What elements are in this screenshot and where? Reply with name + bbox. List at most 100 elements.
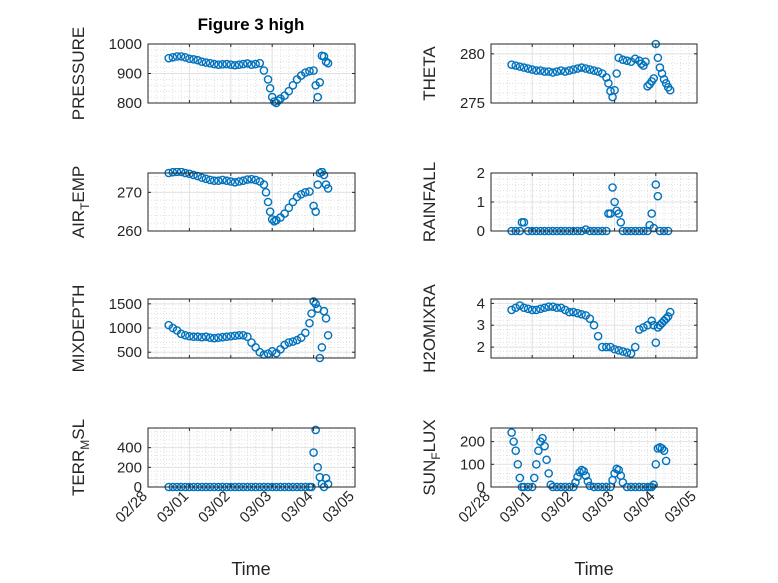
data-point [189,170,198,180]
data-point [606,342,615,352]
data-point [542,455,551,465]
data-point [534,446,543,455]
data-point [251,175,260,185]
data-point [647,316,656,326]
data-point [579,466,589,476]
y-axis-label: AIRTEMP [69,166,92,239]
data-point [515,62,525,71]
data-point [626,349,636,358]
data-point [519,303,529,313]
data-point [622,348,632,357]
data-point [659,446,669,455]
axes-box [490,43,698,104]
data-point [519,63,529,72]
data-point [193,332,202,342]
data-point [267,215,277,224]
x-tick-label: 03/05 [319,488,358,527]
data-point [569,307,578,317]
data-point [564,307,574,317]
data-point [523,304,533,314]
data-point [509,437,518,446]
x-tick-label: 03/02 [195,488,234,527]
y-label-part: AIR [69,210,88,238]
panel-terr-msl: 02/28 03/01 03/02 03/03 03/04 03/05 0 200 400 TER… [69,419,358,526]
data-point [305,66,314,76]
data-point [309,448,318,457]
x-tick-label: 03/01 [154,488,193,527]
data-point [597,342,607,352]
data-point [280,340,289,350]
data-point [593,67,603,76]
data-point [222,176,231,186]
data-point [577,309,586,319]
panel-sun-flux: 02/28 03/01 03/02 03/03 03/04 03/05 0 100 200 SUN… [420,419,700,526]
data-point [296,333,306,342]
data-point [618,55,628,65]
data-point [280,209,289,218]
data-point [168,323,178,333]
data-point [255,347,265,357]
x-tick-label: 03/01 [496,488,535,527]
data-point [247,60,256,69]
data-point [323,58,333,68]
data-point [577,63,586,72]
y-tick-label: 4 [477,295,485,312]
data-point [323,184,333,193]
x-tick-label: 03/03 [236,488,275,527]
data-point [511,446,521,455]
data-point [585,481,595,491]
data-point [226,331,236,341]
x-tick-label: 02/28 [455,488,494,527]
data-point [255,58,265,68]
data-point [511,303,521,313]
data-point [288,197,298,207]
y-axis-label: THETA [420,46,439,101]
data-point [602,342,611,352]
data-point [222,332,231,342]
data-point [259,66,269,75]
y-tick-label: 400 [117,440,142,457]
data-point [536,304,545,314]
data-point [234,177,244,186]
plot-area [148,428,355,487]
data-point [569,65,578,74]
data-point [315,78,325,87]
data-point [585,65,595,74]
data-point [540,441,549,451]
panel-pressure: 800 900 1000 PRESSURE [69,27,356,120]
data-point [292,335,302,345]
data-point [663,312,673,321]
data-point [209,333,219,343]
data-point [311,207,320,216]
x-tick-label: 03/03 [579,488,618,527]
y-tick-label: 900 [117,66,142,83]
data-point [238,330,248,340]
data-point [589,320,599,330]
data-point [585,314,595,323]
data-point [581,64,591,73]
data-point [311,299,320,309]
y-tick-label: 2 [477,165,485,182]
x-tick-label: 02/28 [112,488,151,527]
data-point [604,79,613,88]
data-point [172,168,182,177]
data-point [197,332,207,342]
data-point [301,68,310,77]
data-point [201,332,211,342]
data-point [527,65,537,74]
y-tick-label: 0 [134,479,142,496]
y-tick-label: 260 [117,223,142,240]
data-point [176,52,186,61]
data-point [259,180,269,189]
data-point [197,173,207,182]
y-tick-label: 2 [477,339,485,356]
data-point [556,303,566,313]
data-point [610,85,619,95]
data-point [608,183,617,192]
y-tick-label: 800 [117,95,142,112]
data-point [653,53,663,63]
data-point [637,59,646,68]
data-point [593,331,603,341]
data-point [189,332,198,342]
data-point [507,60,516,69]
